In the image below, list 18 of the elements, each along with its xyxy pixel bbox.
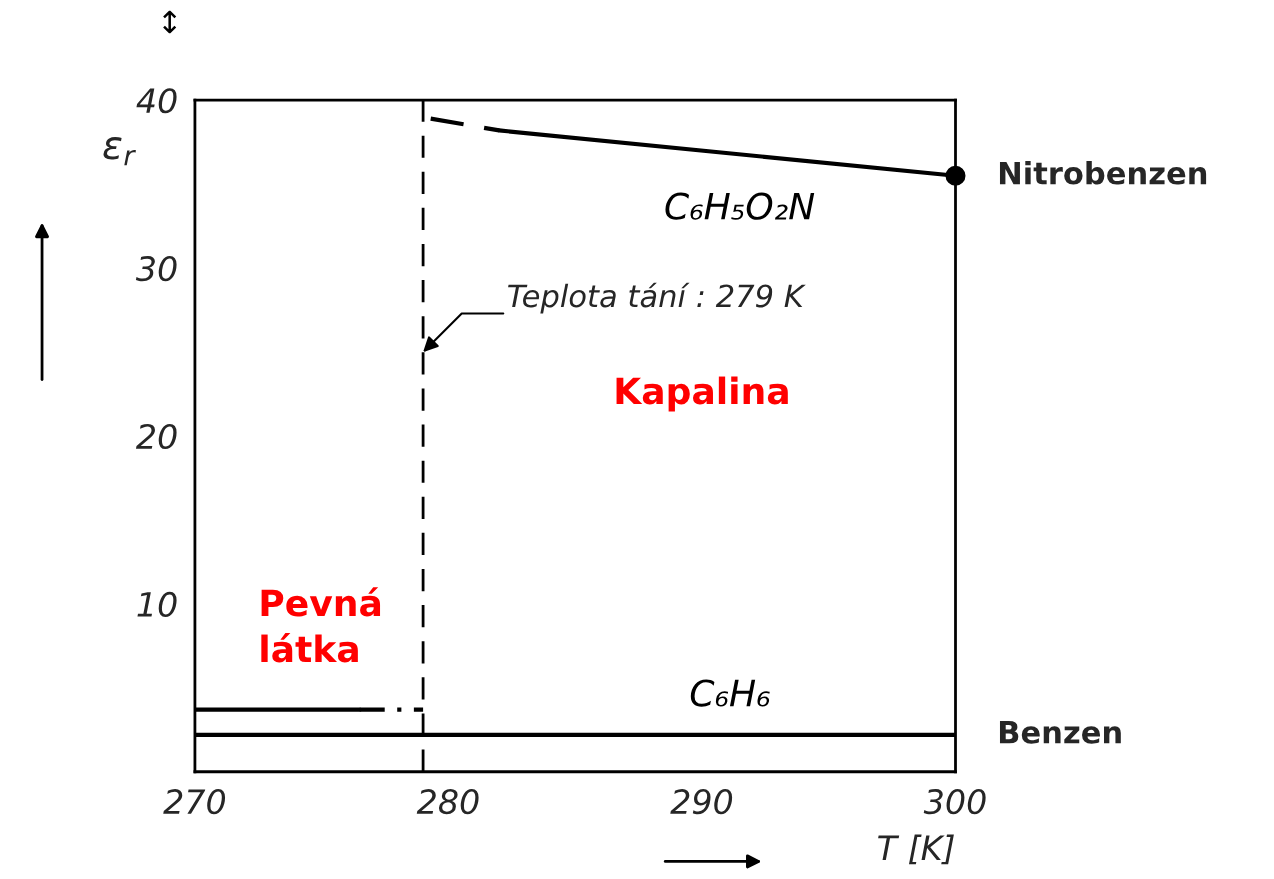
x-tick-label: 280 [416,789,479,815]
x-tick-label: 290 [670,789,733,815]
y-tick-label: 20 [135,423,177,450]
text: ↕ [163,10,177,34]
y-tick-label: 10 [137,591,177,618]
x-axis-title: T [K] [878,834,954,865]
x-tick-label: 300 [923,789,986,815]
annotation: C₆H₅O₂N [665,192,815,220]
series-label: Nitrobenzen [999,160,1207,185]
annotation: Kapalina [616,376,788,412]
y-axis-title: ε$_{r}$ [103,137,136,166]
x-tick-label: 270 [163,789,226,815]
annotation: Pevná látka [261,587,381,663]
y-tick-label: 30 [135,256,177,282]
series-label: Benzen [999,720,1121,744]
y-tick-label: 40 [136,88,177,114]
annotation: Teplota tání : 279 K [508,282,806,314]
annotation: C₆H₆ [690,679,770,707]
